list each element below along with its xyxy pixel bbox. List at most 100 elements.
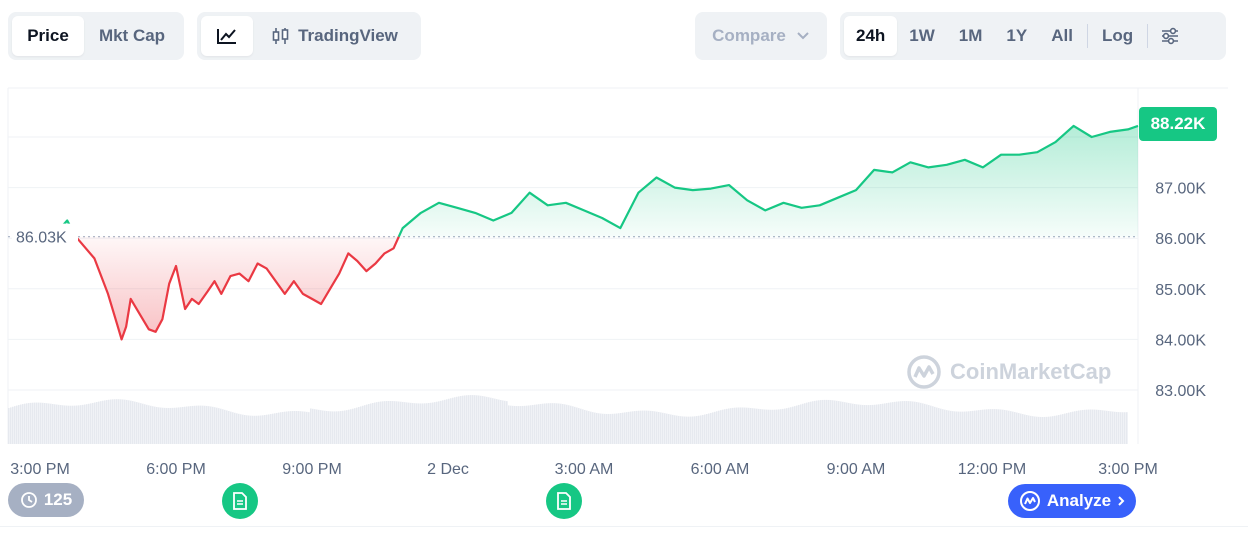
- volume-bar: [1054, 415, 1056, 444]
- volume-bar: [546, 403, 548, 444]
- range-1w[interactable]: 1W: [909, 26, 935, 45]
- coinmarketcap-logo-icon: [1019, 491, 1040, 511]
- volume-bar: [324, 410, 326, 444]
- volume-bar: [240, 414, 242, 444]
- volume-bar: [694, 416, 696, 444]
- volume-bar: [60, 405, 62, 444]
- y-tick-label: 87.00K: [1155, 181, 1206, 198]
- volume-bar: [534, 404, 536, 444]
- history-events-button[interactable]: 125: [8, 483, 84, 517]
- volume-bar: [800, 404, 802, 444]
- volume-bar: [522, 405, 524, 444]
- x-tick-label: 12:00 PM: [958, 461, 1026, 478]
- volume-bar: [338, 411, 340, 444]
- volume-bar: [938, 408, 940, 444]
- range-24h[interactable]: 24h: [844, 16, 898, 56]
- volume-bar: [580, 408, 582, 444]
- volume-bar: [504, 400, 506, 444]
- volume-bar: [758, 408, 760, 444]
- volume-bar: [888, 402, 890, 444]
- volume-bar: [934, 406, 936, 444]
- volume-bar: [274, 413, 276, 444]
- volume-bar: [146, 404, 148, 444]
- volume-bar: [1064, 413, 1066, 444]
- tab-mkt-cap[interactable]: Mkt Cap: [98, 26, 166, 45]
- volume-bar: [928, 405, 930, 444]
- volume-bar: [260, 415, 262, 444]
- volume-bar: [528, 405, 530, 444]
- volume-bar: [1016, 412, 1018, 444]
- log-scale-button[interactable]: Log: [1101, 26, 1134, 45]
- divider: [0, 526, 1248, 527]
- volume-bar: [94, 402, 96, 444]
- line-view-button[interactable]: [201, 16, 253, 56]
- volume-bar: [444, 399, 446, 444]
- volume-bar: [630, 411, 632, 444]
- volume-bar: [306, 411, 308, 444]
- volume-bar: [1038, 416, 1040, 444]
- volume-bar: [1074, 411, 1076, 444]
- news-marker[interactable]: [222, 483, 258, 519]
- volume-bar: [50, 403, 52, 444]
- volume-bar: [448, 398, 450, 444]
- volume-bar: [722, 409, 724, 444]
- volume-bar: [760, 409, 762, 444]
- volume-bar: [128, 400, 130, 444]
- volume-bar: [740, 407, 742, 444]
- volume-bar: [890, 402, 892, 444]
- volume-bar: [384, 401, 386, 444]
- volume-bar: [804, 403, 806, 444]
- volume-bar: [678, 415, 680, 444]
- volume-bar: [164, 407, 166, 444]
- volume-bar: [902, 401, 904, 444]
- volume-bar: [72, 405, 74, 444]
- volume-bar: [700, 415, 702, 444]
- volume-bar: [738, 407, 740, 444]
- volume-bar: [768, 409, 770, 444]
- volume-bar: [1092, 409, 1094, 444]
- volume-bar: [284, 411, 286, 444]
- tab-price[interactable]: Price: [12, 16, 84, 56]
- watermark-text: CoinMarketCap: [950, 359, 1112, 384]
- tradingview-button[interactable]: TradingView: [253, 16, 417, 56]
- volume-bar: [44, 402, 46, 444]
- volume-bar: [822, 399, 824, 444]
- volume-bar: [980, 409, 982, 444]
- volume-bar: [42, 402, 44, 444]
- volume-bar: [290, 411, 292, 444]
- volume-bar: [962, 411, 964, 444]
- volume-bar: [1070, 412, 1072, 444]
- chart-settings-button[interactable]: [1150, 16, 1190, 56]
- volume-bar: [22, 404, 24, 444]
- volume-bar: [30, 402, 32, 444]
- range-1m[interactable]: 1M: [958, 26, 983, 45]
- volume-bar: [612, 413, 614, 444]
- volume-bar: [1042, 416, 1044, 444]
- volume-bar: [208, 406, 210, 444]
- volume-bar: [278, 412, 280, 444]
- volume-bar: [652, 411, 654, 444]
- volume-bar: [748, 407, 750, 444]
- compare-dropdown[interactable]: Compare: [695, 12, 827, 60]
- volume-bar: [1066, 413, 1068, 444]
- volume-bar: [242, 414, 244, 444]
- range-1y[interactable]: 1Y: [1006, 26, 1028, 45]
- volume-bar: [264, 415, 266, 444]
- volume-bar: [790, 407, 792, 444]
- range-all[interactable]: All: [1051, 26, 1073, 45]
- volume-bar: [330, 411, 332, 444]
- volume-bar: [514, 405, 516, 444]
- volume-bar: [144, 404, 146, 444]
- news-marker[interactable]: [546, 483, 582, 519]
- volume-bar: [852, 403, 854, 444]
- volume-bar: [46, 403, 48, 444]
- volume-bar: [96, 402, 98, 444]
- x-tick-label: 3:00 AM: [555, 461, 614, 478]
- analyze-button[interactable]: Analyze: [1008, 484, 1136, 518]
- volume-bar: [298, 411, 300, 444]
- volume-bar: [294, 410, 296, 444]
- volume-bar: [428, 403, 430, 444]
- volume-bar: [686, 416, 688, 444]
- volume-bar: [228, 411, 230, 444]
